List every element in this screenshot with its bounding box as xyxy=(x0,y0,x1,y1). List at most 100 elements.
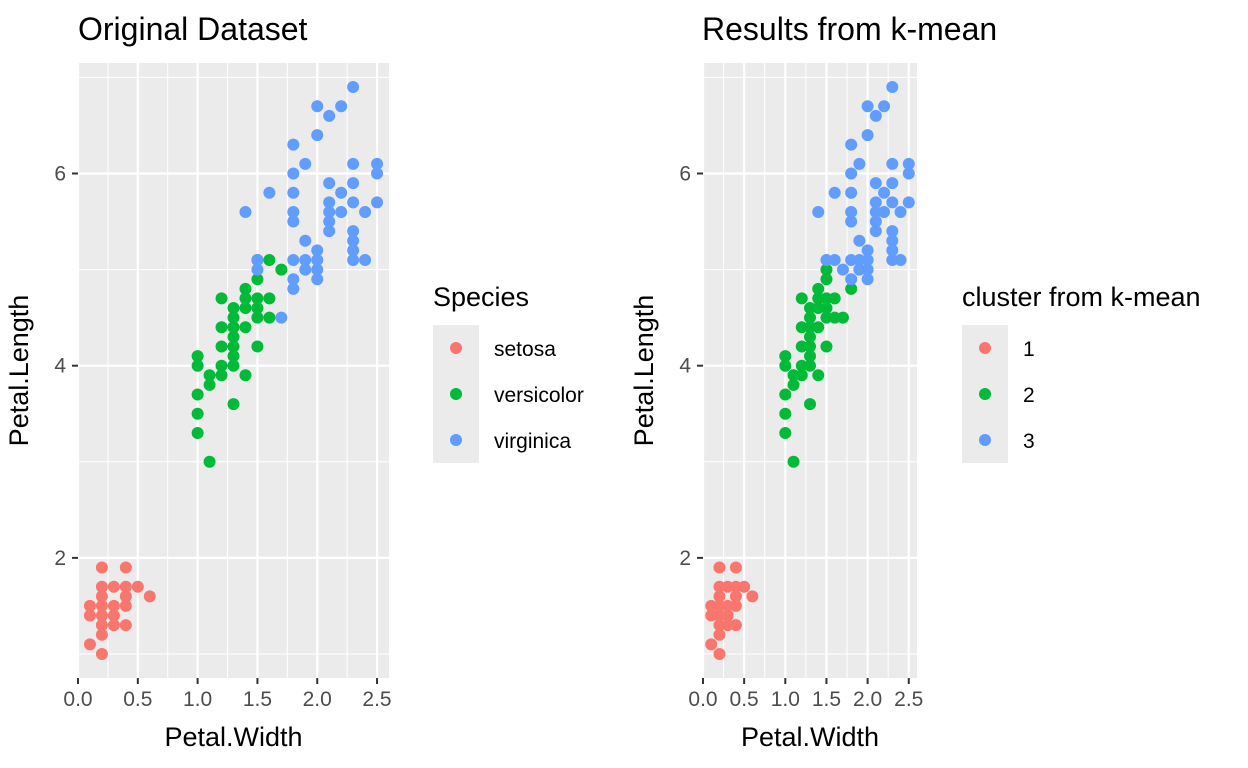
point-1 xyxy=(729,590,742,603)
point-2 xyxy=(795,292,808,305)
point-versicolor xyxy=(215,321,228,334)
point-2 xyxy=(828,292,841,305)
point-2 xyxy=(804,330,816,343)
y-axis-title: Petal.Length xyxy=(4,295,34,447)
point-virginica xyxy=(347,81,360,94)
point-3 xyxy=(845,273,858,286)
point-virginica xyxy=(347,157,360,170)
point-versicolor xyxy=(227,398,240,411)
point-2 xyxy=(820,292,833,305)
point-2 xyxy=(820,311,833,324)
point-1 xyxy=(713,619,726,632)
point-2 xyxy=(820,263,833,276)
point-virginica xyxy=(287,282,300,295)
point-setosa xyxy=(95,647,108,660)
point-setosa xyxy=(107,580,120,593)
point-virginica xyxy=(347,177,360,190)
point-virginica xyxy=(323,109,336,122)
y-axis-title: Petal.Length xyxy=(629,295,659,447)
x-axis-title: Petal.Width xyxy=(741,722,879,752)
y-tick-label: 2 xyxy=(54,547,66,570)
point-versicolor xyxy=(239,369,252,382)
point-virginica xyxy=(299,234,312,247)
point-setosa xyxy=(95,561,108,574)
data-points xyxy=(83,81,384,660)
x-tick-label: 1.5 xyxy=(243,688,272,711)
point-versicolor xyxy=(191,350,204,363)
point-2 xyxy=(812,302,825,315)
point-virginica xyxy=(371,196,384,209)
point-3 xyxy=(828,186,841,199)
point-virginica xyxy=(263,186,276,199)
chart-original-dataset: Original Dataset 0.0 0.5 1.0 1.5 2.0 2.5 246 … xyxy=(4,11,584,752)
point-3 xyxy=(845,186,858,199)
chart-title: Results from k-mean xyxy=(702,11,997,47)
point-virginica xyxy=(347,253,360,266)
legend-key xyxy=(450,342,462,354)
x-tick-label: 0.5 xyxy=(730,688,759,711)
chart-kmeans-results: Results from k-mean 0.0 0.5 1.0 1.5 2.0 2.5 2… xyxy=(629,11,1201,752)
point-setosa xyxy=(83,599,96,612)
point-3 xyxy=(845,215,858,228)
point-1 xyxy=(729,599,742,612)
point-virginica xyxy=(335,205,348,218)
point-versicolor xyxy=(191,359,204,372)
x-tick-label: 1.5 xyxy=(812,688,841,711)
grid xyxy=(76,63,389,678)
point-1 xyxy=(713,609,726,622)
point-3 xyxy=(878,186,891,199)
point-2 xyxy=(804,321,816,334)
x-tick-label: 2.0 xyxy=(853,688,882,711)
point-3 xyxy=(861,129,874,142)
point-3 xyxy=(869,225,882,238)
point-1 xyxy=(713,561,726,574)
point-virginica xyxy=(299,263,312,276)
point-3 xyxy=(902,167,915,180)
point-versicolor xyxy=(227,311,240,324)
point-virginica xyxy=(275,311,288,324)
x-tick-label: 2.5 xyxy=(894,688,923,711)
point-setosa xyxy=(95,599,108,612)
point-3 xyxy=(845,253,858,266)
point-setosa xyxy=(107,619,120,632)
point-3 xyxy=(861,244,874,257)
point-versicolor xyxy=(227,340,240,353)
x-axis: 0.0 0.5 1.0 1.5 2.0 2.5 xyxy=(688,678,923,711)
chart-title: Original Dataset xyxy=(78,11,308,47)
point-2 xyxy=(795,340,808,353)
point-2 xyxy=(779,407,792,420)
point-versicolor xyxy=(263,311,276,324)
legend-items: 1 2 3 xyxy=(979,338,1035,453)
point-1 xyxy=(713,599,726,612)
x-axis-title: Petal.Width xyxy=(164,722,302,752)
point-1 xyxy=(721,619,734,632)
point-2 xyxy=(804,311,816,324)
point-virginica xyxy=(347,244,360,257)
point-3 xyxy=(869,205,882,218)
point-2 xyxy=(812,321,825,334)
point-versicolor xyxy=(239,321,252,334)
point-1 xyxy=(713,590,726,603)
point-2 xyxy=(845,282,858,295)
point-virginica xyxy=(311,129,324,142)
y-axis: 2 4 6 xyxy=(54,163,78,570)
legend-key xyxy=(979,388,991,400)
point-1 xyxy=(721,580,734,593)
x-tick-label: 0.5 xyxy=(123,688,152,711)
point-setosa xyxy=(95,590,108,603)
point-2 xyxy=(787,369,800,382)
point-versicolor xyxy=(203,369,216,382)
point-3 xyxy=(878,100,891,113)
point-versicolor xyxy=(251,292,264,305)
point-versicolor xyxy=(215,340,228,353)
point-virginica xyxy=(335,186,348,199)
legend-label: setosa xyxy=(494,338,556,361)
point-versicolor xyxy=(275,263,288,276)
point-3 xyxy=(828,253,841,266)
point-2 xyxy=(804,302,816,315)
point-versicolor xyxy=(191,426,204,439)
legend-key xyxy=(979,434,991,446)
point-versicolor xyxy=(263,253,276,266)
point-virginica xyxy=(251,253,264,266)
point-3 xyxy=(845,167,858,180)
